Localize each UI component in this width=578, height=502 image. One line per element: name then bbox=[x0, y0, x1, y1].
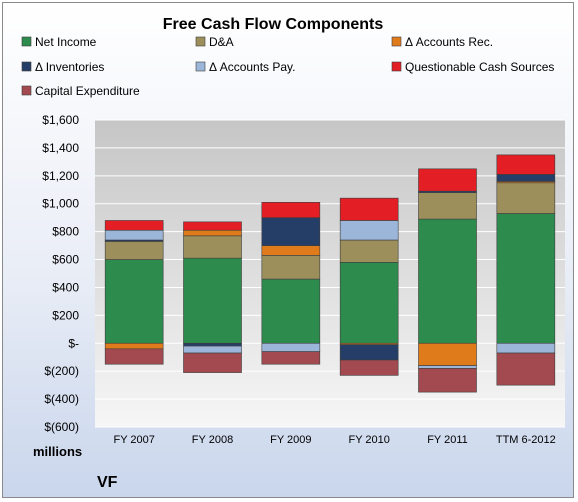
y-tick-label: $- bbox=[68, 336, 79, 350]
unit-label: millions bbox=[33, 444, 82, 459]
bar-capital-expenditure bbox=[496, 352, 556, 386]
legend-label: D&A bbox=[209, 35, 234, 49]
legend-swatch bbox=[21, 85, 32, 96]
legend-label: Net Income bbox=[35, 35, 97, 49]
bar-capital-expenditure bbox=[339, 359, 399, 376]
legend-label: Δ Accounts Pay. bbox=[209, 60, 296, 74]
company-label: VF bbox=[97, 474, 118, 491]
legend-swatch bbox=[21, 61, 32, 72]
bar-net-income bbox=[418, 218, 477, 344]
x-tick-label: FY 2007 bbox=[113, 434, 154, 446]
grid bbox=[95, 119, 565, 428]
legend-label: Δ Accounts Rec. bbox=[405, 35, 493, 49]
bar-delta-accounts-pay bbox=[104, 229, 164, 241]
bar-questionable-cash-sources bbox=[183, 221, 242, 231]
bar-net-income bbox=[104, 259, 164, 344]
bar-danda bbox=[183, 235, 242, 259]
bar-capital-expenditure bbox=[104, 348, 164, 365]
y-tick-label: $600 bbox=[52, 253, 79, 267]
bar-delta-inventories bbox=[183, 342, 242, 347]
bar-delta-accounts-rec bbox=[261, 245, 321, 256]
y-tick-label: $(200) bbox=[44, 364, 79, 378]
legend-swatch bbox=[195, 61, 206, 72]
bar-net-income bbox=[339, 262, 399, 344]
x-tick-label: TTM 6-2012 bbox=[496, 434, 556, 446]
bar-net-income bbox=[496, 213, 556, 344]
bar-delta-inventories bbox=[261, 217, 321, 246]
y-tick-label: $1,600 bbox=[42, 113, 79, 127]
y-tick-label: $1,200 bbox=[42, 169, 79, 183]
bar-net-income bbox=[183, 257, 242, 344]
x-tick-label: FY 2010 bbox=[348, 434, 389, 446]
bar-delta-accounts-pay bbox=[339, 220, 399, 241]
bar-delta-inventories bbox=[496, 174, 556, 182]
y-tick-label: $(400) bbox=[44, 392, 79, 406]
legend-label: Questionable Cash Sources bbox=[405, 60, 554, 74]
bar-danda bbox=[418, 192, 477, 220]
bar-questionable-cash-sources bbox=[496, 154, 556, 175]
bar-delta-accounts-pay bbox=[418, 365, 477, 369]
bar-questionable-cash-sources bbox=[339, 197, 399, 221]
bars bbox=[104, 154, 556, 393]
bar-capital-expenditure bbox=[183, 352, 242, 373]
plot-area bbox=[95, 120, 565, 427]
y-axis: $1,600 $1,400 $1,200 $1,000 $800 $600 $400 $200… bbox=[42, 113, 79, 434]
x-tick-label: FY 2011 bbox=[427, 434, 468, 446]
bar-delta-accounts-rec bbox=[418, 342, 477, 366]
bar-questionable-cash-sources bbox=[261, 202, 321, 218]
bar-delta-accounts-pay bbox=[261, 342, 321, 352]
bar-capital-expenditure bbox=[418, 368, 477, 393]
bar-questionable-cash-sources bbox=[418, 168, 477, 192]
legend-swatch bbox=[195, 36, 206, 47]
y-tick-label: $(600) bbox=[44, 420, 79, 434]
bar-delta-accounts-rec bbox=[104, 342, 164, 350]
y-tick-label: $800 bbox=[52, 225, 79, 239]
legend-label: Δ Inventories bbox=[35, 60, 104, 74]
legend: Net Income D&A Δ Accounts Rec. Δ Inventorie… bbox=[21, 35, 554, 98]
bar-danda bbox=[496, 182, 556, 214]
y-tick-label: $400 bbox=[52, 280, 79, 294]
bar-net-income bbox=[261, 278, 321, 344]
x-axis: FY 2007 FY 2008 FY 2009 FY 2010 FY 2011 TTM 6… bbox=[113, 434, 555, 446]
bar-danda bbox=[104, 241, 164, 260]
chart-title: Free Cash Flow Components bbox=[163, 16, 384, 33]
legend-label: Capital Expenditure bbox=[35, 84, 140, 98]
bar-delta-inventories bbox=[339, 344, 399, 361]
legend-swatch bbox=[391, 61, 402, 72]
legend-swatch bbox=[391, 36, 402, 47]
bar-delta-accounts-rec bbox=[183, 229, 242, 237]
bar-capital-expenditure bbox=[261, 351, 321, 365]
y-tick-label: $1,000 bbox=[42, 197, 79, 211]
legend-swatch bbox=[21, 36, 32, 47]
x-tick-label: FY 2009 bbox=[270, 434, 311, 446]
bar-danda bbox=[339, 239, 399, 263]
x-tick-label: FY 2008 bbox=[192, 434, 233, 446]
bar-delta-accounts-pay bbox=[496, 342, 556, 354]
y-tick-label: $200 bbox=[52, 308, 79, 322]
bar-danda bbox=[261, 255, 321, 280]
y-tick-label: $1,400 bbox=[42, 141, 79, 155]
bar-delta-accounts-pay bbox=[183, 345, 242, 354]
bar-questionable-cash-sources bbox=[104, 220, 164, 231]
